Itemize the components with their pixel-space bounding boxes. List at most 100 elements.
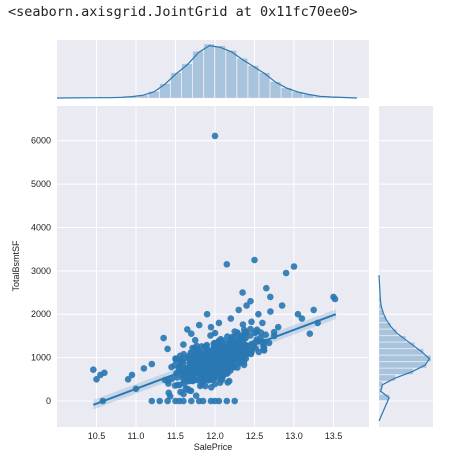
right-kde-line [378, 275, 431, 422]
top-hist-bar [192, 51, 204, 99]
scatter-point [203, 310, 211, 318]
scatter-point [211, 352, 218, 360]
y-tick-label: 5000 [31, 179, 51, 189]
scatter-point [166, 393, 174, 400]
scatter-point [265, 339, 273, 347]
scatter-point [90, 366, 97, 374]
top-hist-bar [203, 43, 215, 99]
y-tick-label: 3000 [31, 266, 51, 276]
scatter-point [216, 379, 224, 387]
y-tick-label: 4000 [31, 222, 51, 232]
scatter-point [247, 325, 254, 333]
scatter-point [223, 261, 231, 268]
scatter-point [230, 363, 238, 371]
scatter-point [228, 354, 236, 362]
scatter-point [227, 315, 235, 322]
scatter-point [239, 354, 247, 362]
y-tick-label: 2000 [31, 309, 51, 319]
x-tick-label: 11.5 [167, 431, 184, 441]
scatter-point [248, 318, 255, 326]
top-hist-bar [181, 63, 193, 99]
scatter-point [270, 328, 278, 336]
scatter-point [180, 390, 187, 398]
y-tick-label: 0 [46, 396, 51, 406]
scatter-point [251, 256, 258, 264]
x-axis-label: SalePrice [194, 442, 233, 452]
scatter-point [223, 370, 231, 377]
scatter-point [160, 334, 167, 342]
scatter-point [247, 350, 255, 358]
scatter-point [173, 374, 181, 381]
scatter-point [331, 295, 339, 303]
right-hist-bar [378, 342, 415, 349]
x-tick-label: 12.0 [206, 431, 224, 441]
scatter-point [195, 321, 203, 329]
scatter-point [178, 362, 186, 369]
scatter-point [184, 326, 191, 333]
top-hist-bar [214, 45, 226, 99]
output-repr: <seaborn.axisgrid.JointGrid at 0x11fc70e… [8, 4, 358, 20]
scatter-point [215, 319, 223, 327]
scatter-point [189, 349, 196, 357]
scatter-point [200, 374, 207, 382]
scatter-point [259, 319, 266, 327]
x-tick-label: 13.5 [325, 431, 343, 441]
scatter-point [93, 376, 100, 383]
scatter-point [211, 397, 219, 405]
scatter-point [175, 356, 183, 364]
x-tick-label: 12.5 [246, 431, 264, 441]
scatter-point [182, 385, 189, 393]
scatter-point [211, 132, 219, 140]
scatter-point [192, 392, 200, 400]
scatter-point [267, 293, 274, 301]
x-tick-label: 13.0 [285, 431, 303, 441]
scatter-point [267, 308, 274, 315]
top-hist-bar [159, 83, 171, 99]
scatter-point [140, 365, 148, 372]
scatter-point [185, 377, 192, 384]
scatter-point [298, 315, 306, 322]
scatter-point [216, 360, 223, 368]
scatter-point [193, 376, 200, 383]
scatter-point [247, 297, 254, 305]
regression-line [92, 313, 337, 406]
scatter-point [171, 361, 178, 369]
scatter-point [224, 333, 231, 340]
scatter-point [101, 369, 108, 377]
scatter-point [223, 340, 231, 347]
top-histogram [93, 43, 337, 99]
scatter-point [207, 332, 214, 339]
scatter-point [156, 397, 163, 405]
scatter-point [205, 349, 212, 357]
scatter-point [179, 374, 186, 381]
y-axis-label: TotalBsmtSF [11, 240, 21, 292]
scatter-point [164, 377, 172, 385]
top-kde-line [56, 44, 358, 99]
right-hist-bar [378, 355, 432, 362]
top-hist-bar [225, 50, 237, 99]
scatter-point [188, 330, 195, 338]
scatter-point [188, 397, 195, 405]
scatter-point [282, 269, 290, 277]
scatter-point [231, 397, 238, 405]
scatter-point [207, 323, 215, 331]
scatter-point [262, 331, 270, 339]
top-hist-bar [236, 58, 248, 99]
scatter-point [191, 336, 199, 344]
scatter-point [180, 397, 187, 405]
scatter-point [220, 346, 227, 353]
scatter-point [215, 339, 222, 347]
scatter-point [148, 397, 156, 405]
scatter-point [210, 362, 218, 370]
scatter-point [239, 289, 246, 296]
x-tick-label: 11.0 [128, 431, 145, 441]
right-histogram [378, 296, 432, 401]
scatter-point [263, 284, 270, 292]
scatter-point [164, 345, 171, 353]
y-tick-labels: 0 1000 2000 3000 4000 5000 6000 [31, 136, 51, 406]
scatter-point [255, 310, 262, 318]
right-hist-bar [378, 361, 427, 369]
scatter-point [278, 302, 286, 309]
scatter-point [255, 348, 263, 356]
scatter-point [208, 384, 215, 391]
